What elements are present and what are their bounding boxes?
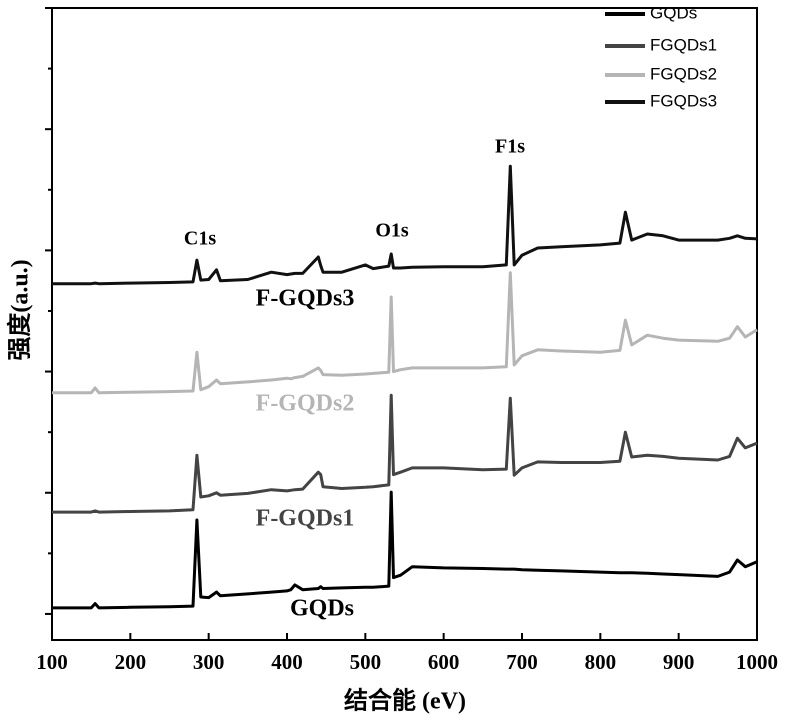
x-axis-label: 结合能 (eV) — [344, 687, 466, 715]
x-tick-label: 400 — [271, 650, 303, 674]
series-line — [52, 492, 757, 608]
annotation: F-GQDs2 — [256, 391, 355, 417]
annotation: F-GQDs3 — [256, 286, 355, 312]
legend-label: FGQDs3 — [650, 91, 717, 110]
x-tick-label: 100 — [36, 650, 68, 674]
legend-label: FGQDs2 — [650, 64, 717, 83]
x-tick-label: 300 — [193, 650, 225, 674]
x-tick-label: 500 — [350, 650, 382, 674]
x-tick-label: 600 — [428, 650, 460, 674]
series-line — [52, 395, 757, 512]
x-tick-label: 900 — [663, 650, 695, 674]
x-tick-label: 700 — [506, 650, 538, 674]
annotation: F1s — [495, 136, 525, 158]
annotation: GQDs — [290, 596, 354, 622]
x-tick-label: 800 — [585, 650, 617, 674]
chart: 结合能 (eV) 强度(a.u.) 100 200 300 400 500 600 700 8… — [0, 0, 800, 728]
series-line — [52, 273, 757, 393]
annotation: O1s — [375, 220, 409, 242]
x-tick-label: 1000 — [736, 650, 778, 674]
x-tick-label: 200 — [115, 650, 147, 674]
legend-label: GQDs — [650, 3, 697, 22]
y-axis-label: 强度(a.u.) — [6, 259, 34, 360]
annotation: F-GQDs1 — [256, 506, 355, 532]
annotation: C1s — [184, 228, 216, 250]
legend-label: FGQDs1 — [650, 35, 717, 54]
